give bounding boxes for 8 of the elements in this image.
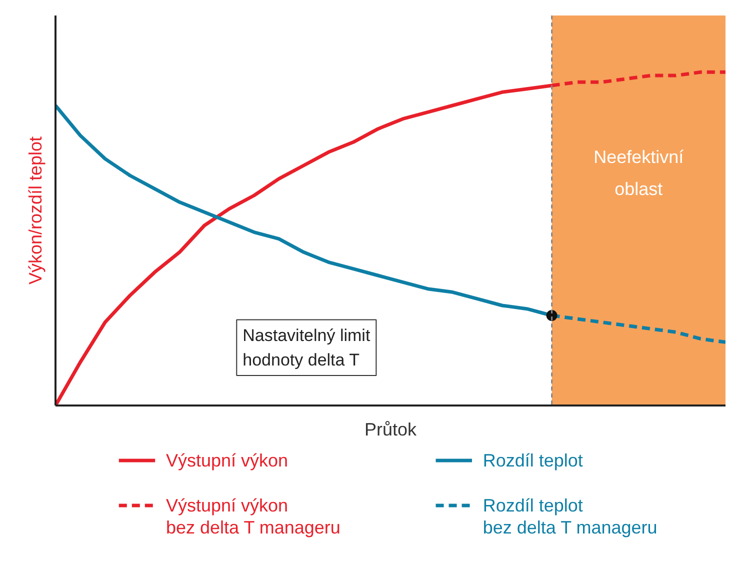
y-axis-title: Výkon/rozdíl teplot bbox=[26, 136, 46, 285]
annotation: Nastavitelný limit hodnoty delta T bbox=[242, 326, 370, 370]
annotation: Neefektivní oblast bbox=[594, 146, 684, 199]
legend-label: Výstupní výkon bez delta T manageru bbox=[166, 496, 340, 538]
legend-label: Rozdíl teplot bbox=[482, 450, 583, 470]
legend-label: Rozdíl teplot bez delta T manageru bbox=[482, 496, 658, 538]
x-axis-title: Průtok bbox=[364, 420, 418, 440]
legend-label: Výstupní výkon bbox=[166, 450, 288, 470]
